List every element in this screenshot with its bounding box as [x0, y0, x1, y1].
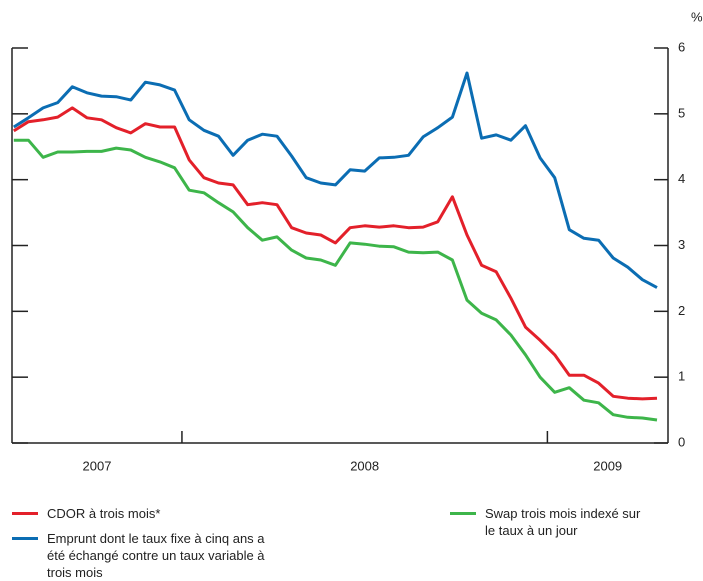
- x-tick-label: 2007: [83, 458, 112, 473]
- line-series: [13, 138, 658, 422]
- legend-label: CDOR à trois mois*: [47, 506, 161, 521]
- y-tick-label: 6: [678, 39, 685, 54]
- legend-swatch: [12, 512, 38, 515]
- line-series: [13, 106, 658, 401]
- y-tick-label: 0: [678, 434, 685, 449]
- y-tick-label: 2: [678, 303, 685, 318]
- line-series: [13, 71, 658, 289]
- y-tick-label: 3: [678, 237, 685, 252]
- y-tick-label: 1: [678, 369, 685, 384]
- legend-item: Emprunt dont le taux fixe à cinq ans a é…: [12, 530, 277, 581]
- legend-item: Swap trois mois indexé sur le taux à un …: [450, 505, 650, 539]
- legend-swatch: [12, 537, 38, 540]
- y-tick-label: 4: [678, 171, 685, 186]
- x-tick-label: 2009: [593, 458, 622, 473]
- legend-item: CDOR à trois mois*: [12, 505, 262, 522]
- x-tick-label: 2008: [350, 458, 379, 473]
- y-tick-label: 5: [678, 105, 685, 120]
- y-unit: %: [691, 9, 703, 24]
- legend-label: Swap trois mois indexé sur le taux à un …: [485, 506, 641, 538]
- page: % 0 1 2 3 4 5 6 2007 2008 2009 CDOR à trois mois*…: [11, 9, 703, 580]
- legend-label: Emprunt dont le taux fixe à cinq ans a é…: [47, 531, 265, 580]
- legend-swatch: [450, 512, 476, 515]
- chart: % 0 1 2 3 4 5 6 2007 2008 2009: [11, 9, 703, 473]
